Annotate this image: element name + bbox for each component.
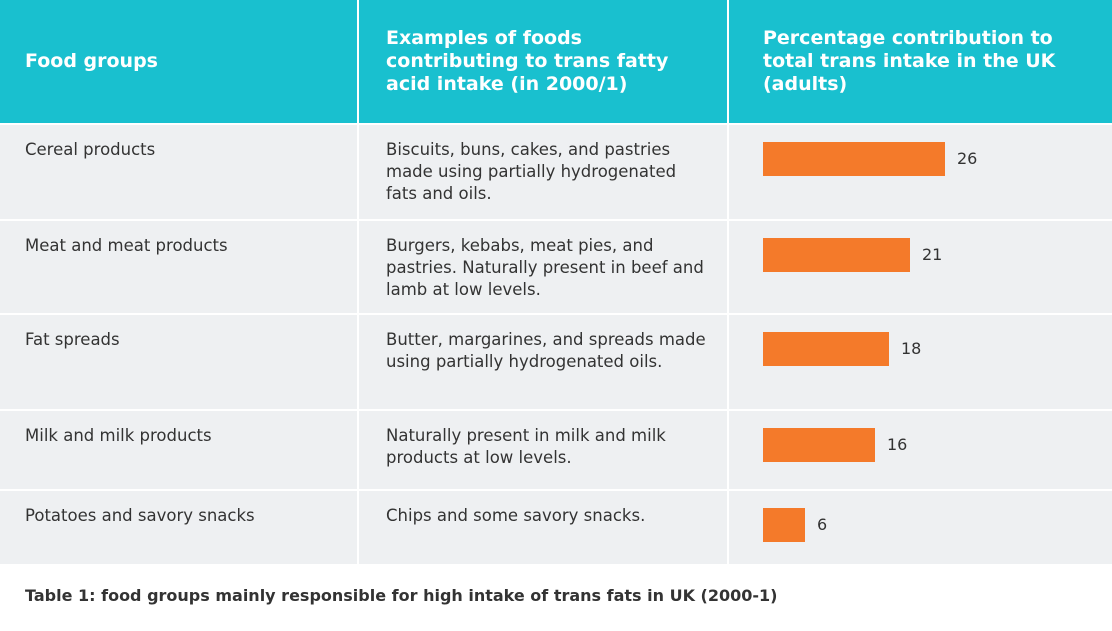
food-group-cell: Cereal products xyxy=(0,123,358,220)
percentage-value: 18 xyxy=(901,339,922,358)
table-row: Cereal products Biscuits, buns, cakes, a… xyxy=(0,123,1112,220)
percentage-cell: 16 xyxy=(727,409,1112,490)
percentage-value: 21 xyxy=(922,245,943,264)
percentage-bar xyxy=(763,428,875,462)
food-group-cell: Fat spreads xyxy=(0,313,358,410)
table-row: Potatoes and savory snacks Chips and som… xyxy=(0,489,1112,564)
percentage-cell: 21 xyxy=(727,219,1112,314)
percentage-cell: 18 xyxy=(727,313,1112,410)
trans-fat-table: Food groups Examples of foods contributi… xyxy=(0,0,1112,564)
percentage-bar xyxy=(763,142,945,176)
examples-cell: Chips and some savory snacks. xyxy=(357,489,728,564)
examples-cell: Naturally present in milk and milk produ… xyxy=(357,409,728,490)
food-group-cell: Meat and meat products xyxy=(0,219,358,314)
percentage-value: 6 xyxy=(817,515,828,534)
header-percentage: Percentage contribution to total trans i… xyxy=(727,0,1112,124)
table-row: Meat and meat products Burgers, kebabs, … xyxy=(0,219,1112,314)
percentage-bar xyxy=(763,238,910,272)
percentage-bar xyxy=(763,508,805,542)
percentage-cell: 6 xyxy=(727,489,1112,564)
percentage-value: 26 xyxy=(957,149,978,168)
examples-cell: Biscuits, buns, cakes, and pastries made… xyxy=(357,123,728,220)
percentage-cell: 26 xyxy=(727,123,1112,220)
table-row: Milk and milk products Naturally present… xyxy=(0,409,1112,490)
percentage-value: 16 xyxy=(887,435,908,454)
examples-cell: Butter, margarines, and spreads made usi… xyxy=(357,313,728,410)
food-group-cell: Milk and milk products xyxy=(0,409,358,490)
food-group-cell: Potatoes and savory snacks xyxy=(0,489,358,564)
header-food-groups: Food groups xyxy=(0,0,358,124)
header-row: Food groups Examples of foods contributi… xyxy=(0,0,1112,124)
table-caption: Table 1: food groups mainly responsible … xyxy=(25,586,778,605)
examples-cell: Burgers, kebabs, meat pies, and pastries… xyxy=(357,219,728,314)
table-row: Fat spreads Butter, margarines, and spre… xyxy=(0,313,1112,410)
percentage-bar xyxy=(763,332,889,366)
header-examples: Examples of foods contributing to trans … xyxy=(357,0,728,124)
